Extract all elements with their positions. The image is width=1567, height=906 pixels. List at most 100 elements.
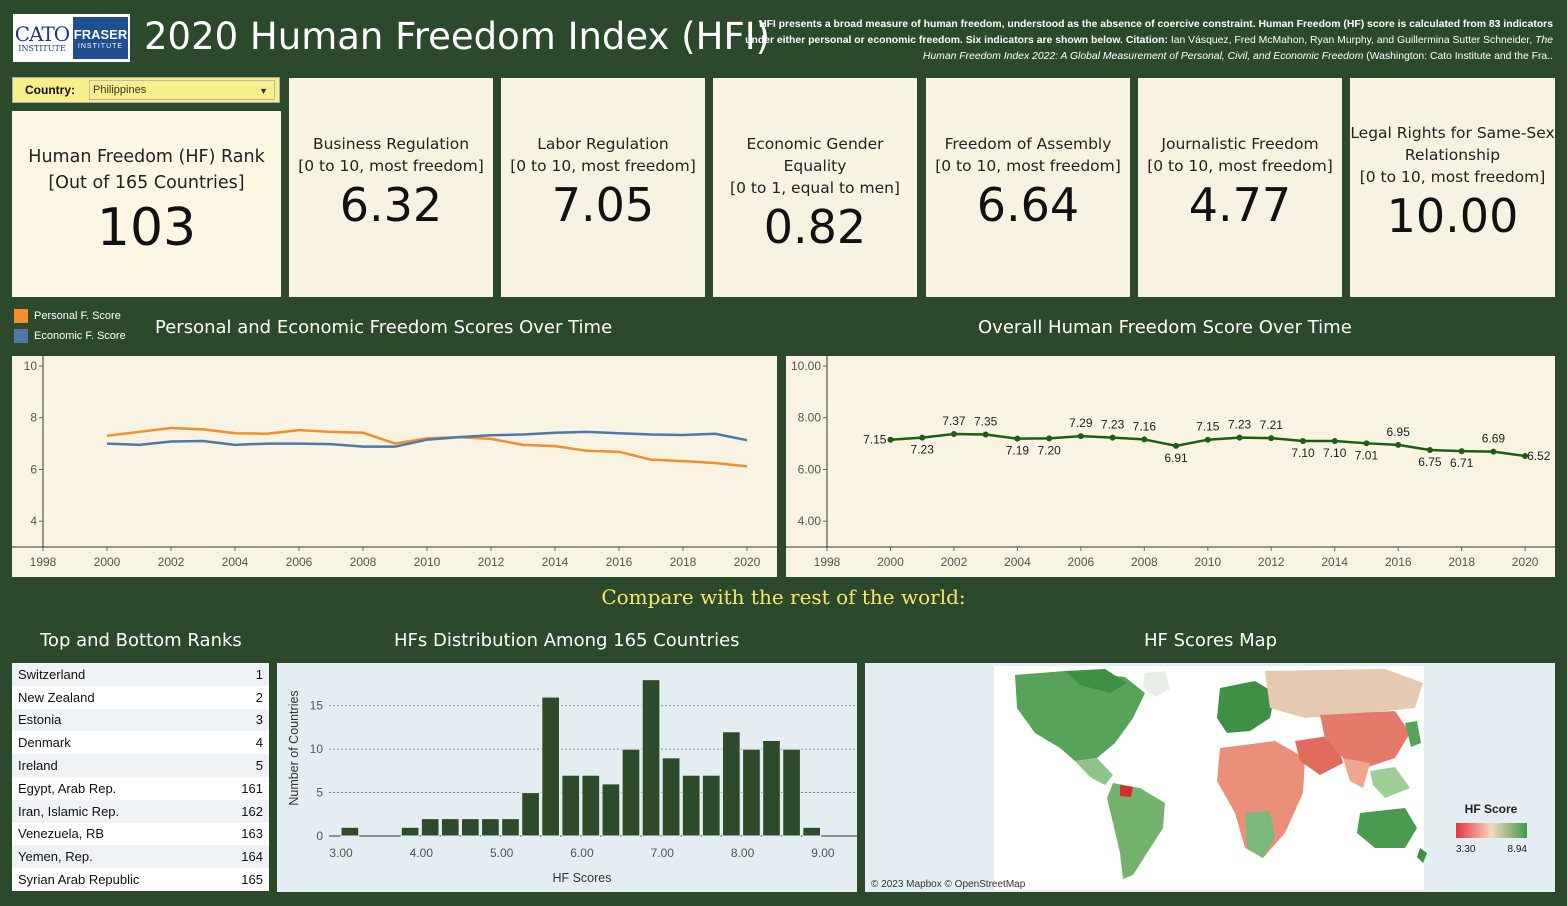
rank-country: Switzerland [18, 666, 86, 682]
x-tick-label: 2008 [350, 555, 377, 569]
kpi-value: 6.32 [339, 178, 443, 232]
rank-number: 5 [255, 758, 263, 774]
table-row[interactable]: Ireland 5 [12, 754, 269, 777]
table-row[interactable]: Denmark 4 [12, 731, 269, 754]
legend-economic[interactable]: Economic F. Score [14, 329, 126, 343]
map-region-south-asia[interactable] [1343, 758, 1370, 788]
histogram-bar [681, 774, 701, 837]
hf-data-label: 7.21 [1260, 418, 1284, 432]
rank-number: 164 [241, 849, 263, 865]
map-region-south-america[interactable] [1107, 783, 1165, 879]
x-tick-label: 2018 [1448, 555, 1475, 569]
kpi-sublabel: [0 to 10, most freedom] [935, 157, 1121, 175]
table-row[interactable]: Syrian Arab Republic 165 [12, 868, 269, 891]
hf-data-label: 6.69 [1482, 432, 1506, 446]
kpi-sublabel: [0 to 10, most freedom] [1359, 168, 1546, 186]
x-tick-label: 2018 [670, 555, 697, 569]
map-legend-gradient [1456, 823, 1527, 838]
hf-data-label: 7.29 [1069, 416, 1093, 430]
x-tick-label: 2002 [941, 555, 968, 569]
map-region-venezuela[interactable] [1120, 785, 1133, 797]
table-row[interactable]: Egypt, Arab Rep. 161 [12, 777, 269, 800]
legend-label-personal: Personal F. Score [34, 310, 121, 322]
hf-data-point [1363, 440, 1370, 447]
x-tick-label: 2000 [877, 555, 904, 569]
x-tick-label: 2020 [734, 555, 761, 569]
table-row[interactable]: Switzerland 1 [12, 663, 269, 686]
map-region-australia[interactable] [1357, 808, 1417, 848]
hf-data-point [1014, 435, 1021, 442]
hf-data-point [1300, 437, 1306, 444]
table-row[interactable]: Yemen, Rep. 164 [12, 845, 269, 869]
kpi-label: Economic Gender Equality [746, 135, 884, 175]
histogram-bar [782, 748, 801, 837]
world-map-svg: © 2023 Mapbox © OpenStreetMap HF Score 3… [871, 666, 1527, 890]
histogram-bar [440, 818, 460, 837]
map-region-russia[interactable] [1265, 669, 1423, 718]
logo: CATO INSTITUTE FRASER INSTITUTE [13, 14, 130, 62]
rank-number: 162 [241, 803, 263, 819]
hf-data-label: 7.10 [1291, 446, 1315, 460]
table-row[interactable]: New Zealand 2 [12, 686, 269, 709]
map-region-southern-africa[interactable] [1245, 811, 1275, 858]
y-tick-label: 8 [30, 411, 37, 425]
map-region-africa[interactable] [1217, 741, 1305, 858]
rank-country: Yemen, Rep. [18, 849, 93, 865]
hf-data-point [1046, 435, 1053, 442]
hist-chart-svg: 0 5 10 15 3.00 4.00 5.00 6.00 7.00 8.00 9.00 HF Sco… [287, 679, 857, 885]
map-region-east-asia[interactable] [1320, 711, 1410, 768]
ranks-title: Top and Bottom Ranks [40, 630, 242, 651]
map-region-middle-east[interactable] [1295, 735, 1343, 775]
kpi-value: 0.82 [763, 200, 867, 254]
hf-chart-title: Overall Human Freedom Score Over Time [978, 317, 1352, 338]
map-region-new-zealand[interactable] [1417, 848, 1427, 863]
hf-data-label: 7.20 [1037, 443, 1061, 457]
x-tick-label: 2014 [542, 555, 569, 569]
legend-personal[interactable]: Personal F. Score [14, 309, 121, 323]
description-book: The Human Freedom Index 2022: A Global M… [922, 35, 1553, 62]
table-row[interactable]: Iran, Islamic Rep. 162 [12, 799, 269, 823]
hf-data-point [1141, 436, 1148, 443]
table-row[interactable]: Estonia 3 [12, 708, 269, 732]
pe-chart: 1998 2000 2002 2004 2006 2008 2010 2012 2014 2016… [12, 356, 777, 577]
kpi-card-economic-gender-equality: Economic Gender Equality [0 to 1, equal … [713, 78, 917, 297]
hf-data-label: 7.37 [942, 414, 966, 428]
world-map[interactable]: © 2023 Mapbox © OpenStreetMap HF Score 3… [865, 663, 1555, 892]
rank-country: Egypt, Arab Rep. [18, 780, 117, 796]
y-tick-label: 0 [316, 829, 323, 843]
hf-chart: 1998 2000 2002 2004 2006 2008 2010 2012 2014 2016… [786, 356, 1555, 577]
personal-score-line [106, 426, 748, 468]
hist-chart: 0 5 10 15 3.00 4.00 5.00 6.00 7.00 8.00 9.00 HF Sco… [277, 663, 857, 892]
map-region-europe[interactable] [1217, 681, 1275, 733]
rank-value: 103 [96, 198, 197, 258]
table-row[interactable]: Venezuela, RB 163 [12, 823, 269, 846]
x-tick-label: 2006 [286, 555, 313, 569]
histogram-bar [541, 696, 560, 837]
compare-heading: Compare with the rest of the world: [601, 585, 966, 609]
y-axis-label: Number of Countries [287, 690, 301, 805]
description: HFI presents a broad measure of human fr… [735, 17, 1553, 65]
x-tick-label: 6.00 [570, 846, 594, 860]
y-tick-label: 6.00 [798, 462, 822, 476]
chevron-down-icon[interactable]: ▼ [259, 86, 268, 96]
cato-logo-subtext: INSTITUTE [18, 43, 66, 53]
kpi-label: Legal Rights for Same-Sex [1350, 124, 1555, 142]
x-tick-label: 2006 [1068, 555, 1095, 569]
x-tick-label: 2010 [1194, 555, 1221, 569]
rank-number: 165 [241, 872, 263, 888]
rank-number: 161 [241, 780, 263, 796]
map-region-central-america[interactable] [1075, 758, 1113, 785]
x-tick-label: 2016 [606, 555, 633, 569]
country-select[interactable]: Philippines ▼ [89, 80, 275, 100]
kpi-label: Labor Regulation [537, 135, 669, 153]
x-tick-label: 2014 [1321, 555, 1348, 569]
rank-country: Venezuela, RB [18, 826, 105, 842]
rank-country: New Zealand [18, 689, 95, 705]
map-region-canada-arctic[interactable] [1065, 669, 1127, 693]
rank-number: 2 [255, 689, 263, 705]
map-region-japan[interactable] [1405, 721, 1421, 747]
map-region-southeast-asia[interactable] [1370, 767, 1410, 798]
fraser-logo-text: FRASER [73, 26, 128, 42]
map-region-north-america[interactable] [1015, 671, 1145, 761]
hf-data-point [1522, 452, 1529, 459]
